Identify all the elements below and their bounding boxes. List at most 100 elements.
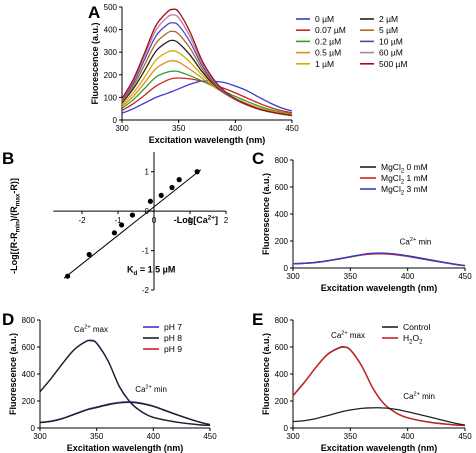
ca-min-label: Ca2+ min	[400, 237, 432, 247]
panel-d: 300 350 400 450 0 200 400 600 800 Excitation wave…	[2, 310, 217, 453]
y-tick-label: 600	[275, 343, 289, 352]
data-point	[86, 251, 92, 258]
data-point	[147, 198, 153, 204]
panel-c: 300 350 400 450 0 200 400 600 800 Excitation wave…	[252, 149, 472, 293]
x-tick-label: 400	[401, 272, 415, 281]
ca-max-label: Ca2+ max	[331, 331, 365, 341]
series-line	[39, 339, 211, 427]
series-line	[292, 252, 466, 267]
panel-letter-d: D	[2, 310, 14, 329]
legend-label: 500 µM	[379, 59, 408, 69]
legend-label: 1 µM	[315, 59, 334, 69]
y-tick-label: -1	[142, 247, 150, 256]
x-axis-label: Excitation wavelength (nm)	[321, 443, 438, 453]
series-line	[39, 401, 211, 426]
x-tick-label: 300	[33, 432, 47, 441]
y-tick-label: 200	[104, 71, 118, 80]
series-line	[292, 346, 466, 427]
legend-label: pH 7	[164, 322, 182, 332]
data-point	[65, 273, 71, 279]
x-axis-label: Excitation wavelength (nm)	[149, 135, 266, 145]
x-tick-label: 350	[344, 272, 358, 281]
x-axis-label: Excitation wavelength (nm)	[321, 283, 438, 293]
y-axis-label: -Log[(R-Rmin)/(Rmax-R)]	[9, 178, 22, 274]
y-tick-label: 800	[22, 316, 36, 325]
x-tick-label: 400	[147, 432, 161, 441]
legend-label: 0 µM	[315, 14, 334, 24]
legend-label: MgCl2 0 mM	[381, 162, 428, 175]
x-tick-label: 450	[285, 124, 299, 133]
x-tick-label: 300	[286, 432, 300, 441]
data-point	[176, 177, 182, 183]
fit-line	[63, 169, 202, 279]
series-line	[121, 8, 293, 117]
x-tick-label: 300	[286, 272, 300, 281]
x-tick-label: 350	[90, 432, 104, 441]
legend-label: 5 µM	[379, 25, 398, 35]
y-tick-label: 0	[113, 116, 118, 125]
y-tick-label: 0	[145, 207, 150, 216]
panel-e: 300 350 400 450 0 200 400 600 800 Excitation wave…	[252, 310, 472, 453]
y-tick-label: 400	[275, 370, 289, 379]
data-point	[169, 184, 175, 191]
x-tick-label: 450	[458, 272, 472, 281]
legend-label: Control	[403, 322, 431, 332]
panel-letter-b: B	[2, 149, 14, 168]
y-tick-label: 200	[275, 397, 289, 406]
data-point	[158, 192, 164, 198]
y-tick-label: 1	[145, 168, 150, 177]
x-axis-label: -Log[Ca2+]	[174, 215, 218, 226]
series-line	[39, 401, 211, 426]
ca-min-label: Ca2+ min	[135, 385, 167, 395]
x-tick-label: 400	[401, 432, 415, 441]
y-tick-label: 200	[275, 237, 289, 246]
legend-label: H2O2	[403, 333, 422, 346]
x-tick-label: 350	[172, 124, 186, 133]
x-tick-label: 400	[229, 124, 243, 133]
ca-max-label: Ca2+ max	[74, 325, 108, 335]
series-line	[292, 407, 466, 426]
y-tick-label: 800	[275, 156, 289, 165]
ca-min-label: Ca2+ min	[403, 391, 435, 401]
y-axis-label: Fluorescence (a.u.)	[261, 173, 271, 255]
y-tick-label: 600	[275, 183, 289, 192]
panel-a: 300 350 400 450 0 100 200 300 400 500 Excitation w…	[88, 3, 408, 145]
x-tick-label: 300	[115, 124, 129, 133]
x-tick-label: 1	[188, 216, 193, 225]
series-line	[292, 252, 466, 267]
x-tick-label: 0	[152, 216, 157, 225]
y-tick-label: 600	[22, 343, 36, 352]
x-tick-label: 2	[224, 216, 229, 225]
x-tick-label: 350	[344, 432, 358, 441]
series-line	[39, 339, 211, 426]
legend-label: MgCl2 3 mM	[381, 184, 428, 197]
y-tick-label: 400	[22, 370, 36, 379]
y-tick-label: 500	[104, 3, 118, 12]
data-point	[119, 222, 125, 228]
legend-label: 0.2 µM	[315, 36, 341, 46]
y-axis-label: Fluorescence (a.u.)	[90, 22, 100, 104]
legend-label: 2 µM	[379, 14, 398, 24]
legend-label: 0.5 µM	[315, 48, 341, 58]
legend-label: pH 9	[164, 344, 182, 354]
data-point	[194, 169, 200, 175]
x-tick-label: -2	[78, 216, 86, 225]
legend-label: MgCl2 1 mM	[381, 173, 428, 186]
x-tick-label: 450	[203, 432, 217, 441]
x-axis-label: Excitation wavelength (nm)	[67, 443, 184, 453]
y-tick-label: 0	[31, 424, 36, 433]
y-tick-label: 200	[22, 397, 36, 406]
panel-letter-e: E	[252, 310, 263, 329]
y-tick-label: 0	[284, 424, 289, 433]
series-line	[39, 401, 211, 426]
legend-label: 60 µM	[379, 48, 403, 58]
panel-b: B -2 -1 0 1 2 -2 -1 0 1 -Log[(R-Rmin)/(Rmax-R)] -Lo…	[2, 149, 229, 295]
y-tick-label: 0	[284, 264, 289, 273]
y-axis-label: Fluorescence (a.u.)	[8, 333, 18, 415]
panel-letter-a: A	[88, 3, 100, 22]
x-tick-label: 450	[458, 432, 472, 441]
kd-annotation: Kd = 1.5 µM	[127, 264, 175, 277]
y-axis-label: Fluorescence (a.u.)	[261, 333, 271, 415]
series-line	[121, 70, 293, 115]
